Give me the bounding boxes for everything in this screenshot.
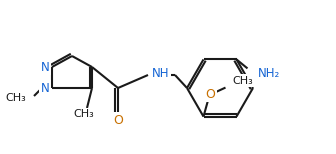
Text: NH₂: NH₂ (257, 67, 280, 80)
Text: NH: NH (152, 67, 169, 79)
Text: CH₃: CH₃ (74, 109, 94, 119)
Text: CH₃: CH₃ (233, 76, 253, 86)
Text: O: O (113, 113, 123, 126)
Text: CH₃: CH₃ (5, 93, 26, 103)
Text: O: O (206, 88, 215, 101)
Text: N: N (41, 81, 49, 95)
Text: N: N (41, 61, 49, 73)
